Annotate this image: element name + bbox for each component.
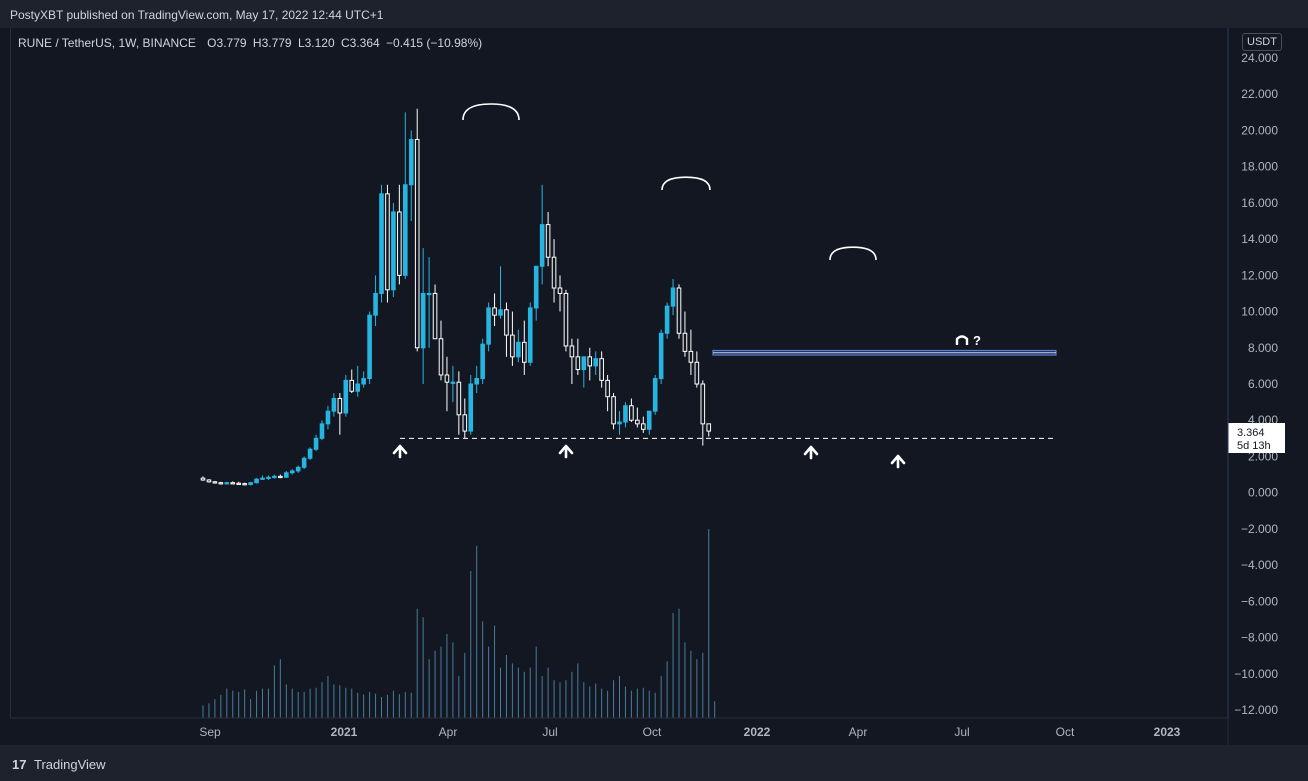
price-tick-label: 8.000 [1248, 341, 1278, 355]
time-tick-label: 2023 [1154, 725, 1181, 739]
low-value: 3.120 [304, 36, 335, 50]
publisher-line: PostyXBT published on TradingView.com, M… [10, 8, 384, 22]
time-tick-label: 2022 [744, 725, 771, 739]
price-tick-label: −2.000 [1241, 522, 1278, 536]
symbol-name[interactable]: RUNE / TetherUS, 1W, BINANCE [18, 36, 196, 50]
brand-text: TradingView [34, 757, 106, 772]
time-tick-label: Apr [849, 725, 868, 739]
price-tick-label: 18.000 [1241, 160, 1278, 174]
time-tick-label: Sep [199, 725, 221, 739]
high-value: 3.779 [261, 36, 292, 50]
symbol-info: RUNE / TetherUS, 1W, BINANCE O3.779 H3.7… [18, 36, 485, 50]
close-label: C [341, 36, 350, 50]
price-tick-label: 14.000 [1241, 232, 1278, 246]
publish-header: PostyXBT published on TradingView.com, M… [0, 0, 1308, 28]
change-value: −0.415 (−10.98%) [386, 36, 483, 50]
price-tick-label: 6.000 [1248, 377, 1278, 391]
bar-countdown: 5d 13h [1237, 440, 1271, 452]
time-tick-label: Apr [439, 725, 458, 739]
time-tick-label: Oct [643, 725, 662, 739]
price-tick-label: 16.000 [1241, 196, 1278, 210]
last-price-value: 3.364 [1237, 427, 1265, 439]
last-price-tag [1228, 423, 1285, 453]
price-tick-label: −4.000 [1241, 558, 1278, 572]
open-value: 3.779 [216, 36, 247, 50]
price-tick-label: −10.000 [1234, 667, 1278, 681]
price-tick-label: 22.000 [1241, 87, 1278, 101]
footer: 17 TradingView [0, 745, 1308, 781]
price-tick-label: 10.000 [1241, 305, 1278, 319]
price-tick-label: 0.000 [1248, 486, 1278, 500]
price-tick-label: −8.000 [1241, 631, 1278, 645]
price-tick-label: −6.000 [1241, 594, 1278, 608]
high-label: H [252, 36, 262, 50]
time-tick-label: 2021 [331, 725, 358, 739]
open-label: O [207, 36, 217, 50]
low-label: L [297, 36, 305, 50]
price-tick-label: 12.000 [1241, 268, 1278, 282]
time-tick-label: Jul [954, 725, 969, 739]
price-tick-label: 2.000 [1248, 449, 1278, 463]
price-tick-label: 24.000 [1241, 51, 1278, 65]
tradingview-logo-icon: 17 [12, 757, 27, 772]
currency-badge[interactable]: USDT [1242, 33, 1282, 51]
chart-area[interactable] [10, 28, 1229, 718]
price-axis[interactable]: 24.000 22.000 20.000 18.000 16.000 14.000 12.0… [1234, 51, 1278, 717]
close-value: 3.364 [349, 36, 380, 50]
time-axis[interactable]: Sep 2021 Apr Jul Oct 2022 Apr Jul Oct 2023 [199, 725, 1180, 739]
price-tick-label: 20.000 [1241, 123, 1278, 137]
time-tick-label: Jul [542, 725, 557, 739]
time-tick-label: Oct [1056, 725, 1075, 739]
price-tick-label: 4.000 [1248, 413, 1278, 427]
price-tick-label: −12.000 [1234, 703, 1278, 717]
